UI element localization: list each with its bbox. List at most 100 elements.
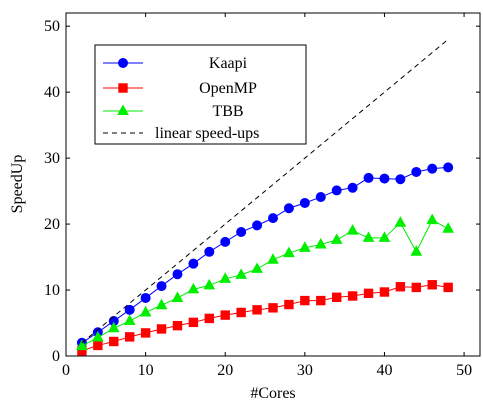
data-point (76, 339, 88, 351)
x-tick-label: 50 (456, 362, 472, 379)
data-point (252, 305, 262, 315)
data-point (442, 222, 455, 233)
x-tick-label: 10 (138, 362, 154, 379)
data-point (443, 162, 454, 173)
data-point (188, 317, 199, 328)
legend-item: linear speed-ups (103, 125, 259, 142)
data-point (124, 332, 135, 342)
data-point (316, 295, 326, 306)
data-point (347, 291, 358, 301)
data-point (331, 185, 342, 196)
legend-items: Kaapi OpenMP TBB linear speed-ups (103, 55, 259, 142)
data-point (204, 246, 215, 257)
series-kaapi (76, 162, 454, 348)
data-point (203, 278, 216, 290)
data-point (410, 245, 423, 256)
data-point (235, 268, 248, 279)
data-point (395, 282, 406, 292)
data-point (426, 213, 439, 225)
series-line (81, 219, 449, 347)
data-point (236, 226, 247, 237)
legend: Kaapi OpenMP TBB linear speed-ups (94, 44, 307, 145)
data-point (346, 224, 359, 235)
data-point (267, 253, 279, 264)
data-point (394, 216, 407, 227)
data-point (331, 292, 342, 302)
y-tick-label: 20 (44, 216, 60, 233)
data-point (124, 304, 135, 315)
data-point (93, 340, 103, 351)
data-point (443, 282, 453, 293)
data-point (330, 233, 343, 244)
series-line (81, 38, 449, 344)
data-point (395, 174, 406, 185)
data-point (155, 298, 168, 310)
data-point (220, 310, 230, 320)
data-point (123, 314, 136, 326)
data-point (220, 236, 231, 247)
x-axis-label: #Cores (250, 385, 295, 402)
legend-label: linear speed-ups (155, 125, 259, 142)
legend-label: OpenMP (199, 80, 257, 97)
data-point (283, 203, 294, 214)
data-point (91, 331, 104, 342)
data-point (268, 213, 278, 224)
series-linear-speed-ups (81, 38, 449, 344)
data-point (156, 281, 167, 292)
data-point (140, 328, 151, 338)
y-axis-label: SpeedUp (9, 155, 26, 214)
data-point (299, 197, 310, 208)
data-point (139, 305, 152, 317)
x-tick-label: 30 (297, 362, 313, 379)
data-point (347, 182, 358, 193)
data-point (283, 246, 295, 258)
x-tick-labels: 0 10 20 30 40 50 (62, 362, 472, 379)
data-point (379, 287, 390, 297)
legend-item: TBB (103, 103, 244, 120)
data-point (411, 166, 422, 177)
data-point (219, 272, 232, 283)
data-point (379, 173, 390, 184)
y-tick-labels: 0 10 20 30 40 50 (44, 18, 60, 365)
data-point (284, 299, 294, 310)
data-point (298, 241, 311, 252)
data-point (107, 321, 120, 333)
legend-label: Kaapi (209, 55, 248, 72)
plot-frame (65, 12, 481, 357)
series-openmp (77, 280, 453, 356)
y-tick-label: 30 (44, 150, 60, 167)
data-point (172, 320, 183, 331)
series-line (81, 166, 449, 344)
legend-item: Kaapi (103, 55, 248, 72)
data-point (251, 262, 263, 273)
y-tick-label: 50 (44, 18, 60, 35)
legend-item: OpenMP (103, 80, 257, 97)
legend-label: TBB (212, 103, 243, 120)
series-tbb (76, 213, 455, 351)
data-point (172, 269, 183, 280)
data-point (268, 303, 278, 313)
y-tick-label: 10 (44, 282, 60, 299)
data-point (427, 280, 437, 290)
data-point (411, 282, 422, 293)
x-tick-label: 20 (217, 362, 233, 379)
data-point (236, 307, 246, 318)
data-point (427, 163, 438, 174)
legend-marker (118, 83, 128, 93)
data-point (363, 288, 374, 299)
data-point (252, 220, 263, 231)
data-point (187, 282, 200, 294)
data-point (171, 291, 184, 302)
data-point (378, 231, 391, 242)
y-tick-label: 40 (44, 84, 60, 101)
data-point (300, 295, 310, 306)
data-point (140, 292, 151, 303)
data-point (109, 336, 119, 347)
data-point (314, 237, 327, 249)
data-point (156, 324, 167, 334)
chart-series (76, 38, 455, 356)
x-tick-label: 0 (62, 362, 70, 379)
legend-marker (117, 104, 129, 115)
x-tick-label: 40 (376, 362, 392, 379)
